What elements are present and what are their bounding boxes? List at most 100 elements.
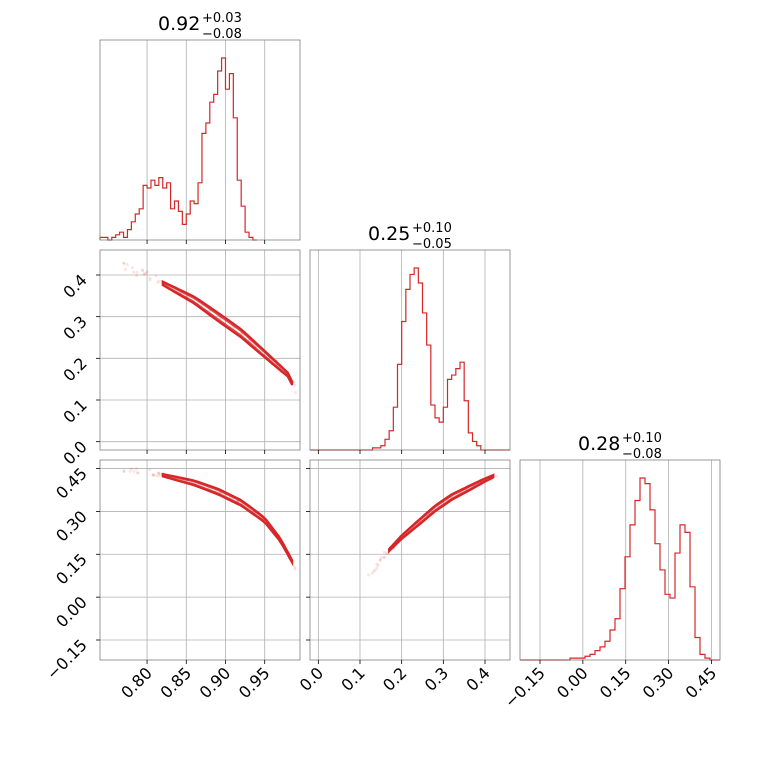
scatter-y1-vs-x1-point bbox=[135, 273, 139, 277]
title-param-3: 0.28 bbox=[578, 433, 620, 455]
panel-scatter-2-frame bbox=[99, 459, 301, 661]
panel-hist-3-grid bbox=[539, 460, 712, 660]
x-tick-label-param-2: 0.0 bbox=[296, 663, 327, 694]
scatter-y2-vs-x2 bbox=[367, 473, 499, 577]
x-tick-label-param-2: 0.1 bbox=[337, 663, 368, 694]
scatter-y2-vs-x2-point bbox=[375, 562, 379, 566]
svg-text:−0.05: −0.05 bbox=[412, 237, 452, 252]
scatter-y1-vs-x1-point bbox=[148, 278, 152, 282]
scatter-y2-vs-x2-point bbox=[367, 573, 371, 577]
scatter-y2-vs-x1-point bbox=[128, 469, 132, 473]
scatter-y2-vs-x2-point bbox=[376, 563, 380, 567]
scatter-y2-vs-x2-point bbox=[385, 552, 389, 556]
panel-scatter-3-grid bbox=[310, 460, 510, 660]
scatter-y2-vs-x1-point bbox=[135, 467, 139, 471]
panel-hist-1-grid bbox=[146, 40, 266, 240]
scatter-y2-vs-x1-point bbox=[148, 468, 152, 472]
scatter-y2-vs-x1-point bbox=[155, 474, 159, 478]
y-tick-label-param-3: 0.30 bbox=[52, 507, 91, 546]
x-tick-label-param-3: 0.00 bbox=[553, 663, 592, 702]
title-param-2-minus: −0.05 bbox=[412, 237, 452, 252]
scatter-y2-vs-x1-point bbox=[122, 469, 126, 473]
scatter-y1-vs-x1-point bbox=[125, 263, 129, 267]
scatter-y2-vs-x2-contour bbox=[388, 473, 495, 554]
scatter-y2-vs-x1-point bbox=[136, 471, 140, 475]
scatter-y2-vs-x2-point bbox=[383, 555, 387, 559]
histogram-param-2 bbox=[310, 267, 510, 451]
x-tick-label-param-3: −0.15 bbox=[501, 663, 549, 711]
x-tick-label-param-1: 0.90 bbox=[196, 663, 235, 702]
scatter-y1-vs-x1-point bbox=[144, 271, 148, 275]
scatter-y1-vs-x1-point bbox=[142, 272, 146, 276]
y-tick-label-param-2: 0.0 bbox=[59, 437, 90, 468]
scatter-y2-vs-x1-point bbox=[152, 473, 156, 477]
x-tick-label-param-1: 0.80 bbox=[117, 663, 156, 702]
y-tick-label-param-3: 0.00 bbox=[52, 593, 91, 632]
x-tick-label-param-3: 0.45 bbox=[682, 663, 721, 702]
scatter-y2-vs-x1 bbox=[122, 467, 297, 571]
scatter-y1-vs-x1-point bbox=[145, 270, 149, 274]
scatter-y1-vs-x1-contour bbox=[162, 281, 293, 385]
scatter-y1-vs-x1-point bbox=[143, 272, 147, 276]
scatter-y2-vs-x1-point bbox=[157, 471, 161, 475]
title-param-3-minus: −0.08 bbox=[622, 447, 662, 462]
scatter-y2-vs-x2-point bbox=[378, 558, 382, 562]
y-tick-label-param-2: 0.2 bbox=[59, 354, 90, 385]
scatter-y2-vs-x2-point bbox=[382, 555, 386, 559]
title-param-1-minus: −0.08 bbox=[202, 27, 242, 42]
scatter-y1-vs-x1-point bbox=[141, 268, 145, 272]
panel-scatter-2-grid bbox=[100, 460, 300, 660]
scatter-y1-vs-x1-point bbox=[293, 391, 297, 395]
scatter-y2-vs-x2-point bbox=[378, 558, 382, 562]
y-tick-label-param-2: 0.3 bbox=[59, 312, 90, 343]
x-tick-label-param-2: 0.3 bbox=[421, 663, 452, 694]
panel-hist-2-frame bbox=[309, 249, 511, 451]
scatter-y2-vs-x2-point bbox=[371, 571, 375, 575]
scatter-y1-vs-x1-point bbox=[123, 267, 127, 271]
y-tick-label-param-3: 0.15 bbox=[52, 550, 91, 589]
panel-scatter-1-frame bbox=[99, 249, 301, 451]
x-tick-label-param-2: 0.2 bbox=[379, 663, 410, 694]
scatter-y2-vs-x1-point bbox=[293, 567, 297, 571]
x-tick-label-param-3: 0.30 bbox=[639, 663, 678, 702]
scatter-y2-vs-x1-point bbox=[157, 474, 161, 478]
title-param-2-plus: +0.10 bbox=[412, 221, 452, 236]
svg-text:+0.10: +0.10 bbox=[622, 431, 662, 446]
x-tick-label-param-1: 0.95 bbox=[235, 663, 274, 702]
x-tick-label-param-3: 0.15 bbox=[596, 663, 635, 702]
y-tick-label-param-3: −0.15 bbox=[43, 635, 91, 683]
scatter-y2-vs-x1-point bbox=[151, 473, 155, 477]
scatter-y2-vs-x2-point bbox=[495, 474, 499, 478]
scatter-y2-vs-x2-point bbox=[379, 556, 383, 560]
scatter-y2-vs-x1-point bbox=[122, 469, 126, 473]
title-param-1-plus: +0.03 bbox=[202, 11, 242, 26]
panel-scatter-3-frame bbox=[309, 459, 511, 661]
svg-text:−0.08: −0.08 bbox=[202, 27, 242, 42]
panel-scatter-1-grid bbox=[100, 250, 300, 450]
scatter-y2-vs-x1-point bbox=[156, 471, 160, 475]
scatter-y2-vs-x1-point bbox=[132, 469, 136, 473]
svg-text:−0.08: −0.08 bbox=[622, 447, 662, 462]
scatter-y2-vs-x1-point bbox=[293, 565, 297, 569]
x-tick-label-param-1: 0.85 bbox=[156, 663, 195, 702]
y-tick-label-param-3: 0.45 bbox=[52, 464, 91, 503]
scatter-y2-vs-x2-point bbox=[372, 569, 376, 573]
y-tick-label-param-2: 0.1 bbox=[59, 395, 90, 426]
scatter-y1-vs-x1 bbox=[122, 261, 297, 395]
title-param-2: 0.25 bbox=[368, 223, 410, 245]
title-param-3-plus: +0.10 bbox=[622, 431, 662, 446]
scatter-y1-vs-x1-point bbox=[148, 276, 152, 280]
scatter-y1-vs-x1-point bbox=[154, 274, 158, 278]
panel-hist-3-frame bbox=[519, 459, 721, 661]
scatter-y1-vs-x1-point bbox=[122, 261, 126, 265]
scatter-y2-vs-x1-point bbox=[129, 467, 133, 471]
scatter-y2-vs-x2-point bbox=[375, 566, 379, 570]
title-param-1: 0.92 bbox=[158, 13, 200, 35]
scatter-y2-vs-x1-point bbox=[151, 473, 155, 477]
scatter-y2-vs-x2-contour bbox=[388, 474, 495, 553]
panel-hist-1-frame bbox=[99, 39, 301, 241]
scatter-y1-vs-x1-point bbox=[131, 266, 135, 270]
scatter-y1-vs-x1-point bbox=[293, 383, 297, 387]
histogram-param-3 bbox=[520, 477, 720, 661]
scatter-y2-vs-x2-point bbox=[373, 568, 377, 572]
